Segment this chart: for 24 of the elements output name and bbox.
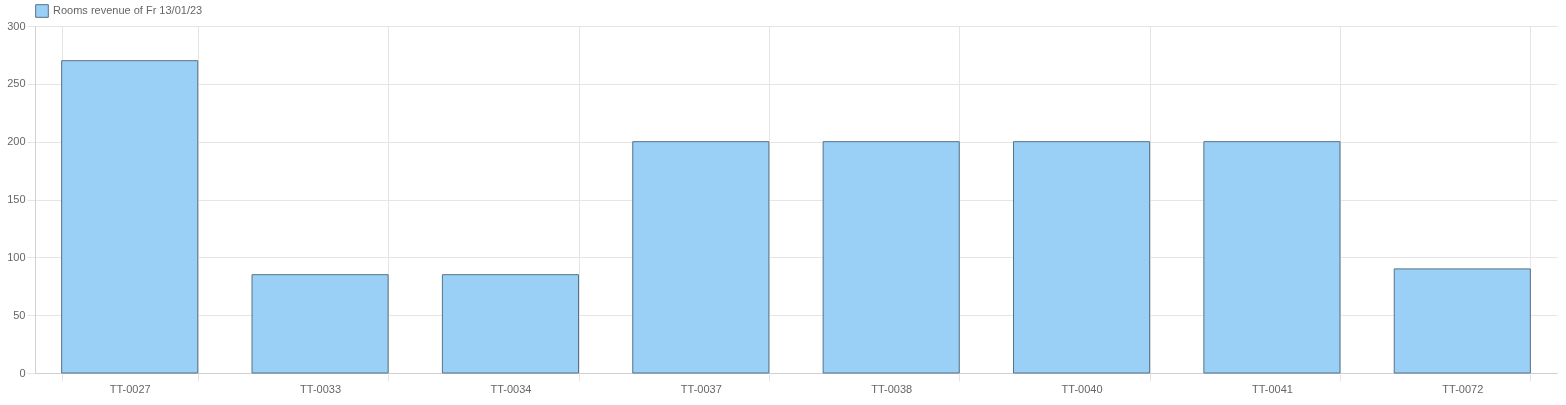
bar [61, 60, 199, 374]
x-tick-label: TT-0037 [680, 382, 722, 395]
x-tick-label: TT-0041 [1251, 382, 1293, 395]
bar [822, 141, 960, 374]
bar [441, 274, 579, 374]
x-tick-label: TT-0033 [300, 382, 342, 395]
bar [1203, 141, 1341, 374]
bar [632, 141, 770, 374]
x-tick-label: TT-0072 [1442, 382, 1484, 395]
x-tick-label: TT-0034 [490, 382, 532, 395]
x-tick-label: TT-0038 [871, 382, 913, 395]
y-tick-label: 50 [13, 308, 26, 321]
legend-label: Rooms revenue of Fr 13/01/23 [53, 4, 203, 16]
bar [1013, 141, 1151, 374]
x-tick-label: TT-0040 [1061, 382, 1103, 395]
y-tick-label: 200 [7, 135, 26, 148]
y-tick-label: 250 [7, 77, 26, 90]
y-tick-label: 0 [19, 366, 26, 379]
bar [251, 274, 389, 374]
y-tick-label: 300 [7, 19, 26, 32]
y-tick-label: 150 [7, 193, 26, 205]
y-tick-label: 100 [7, 250, 26, 263]
x-tick-label: TT-0027 [109, 382, 151, 395]
bar [1393, 268, 1531, 374]
